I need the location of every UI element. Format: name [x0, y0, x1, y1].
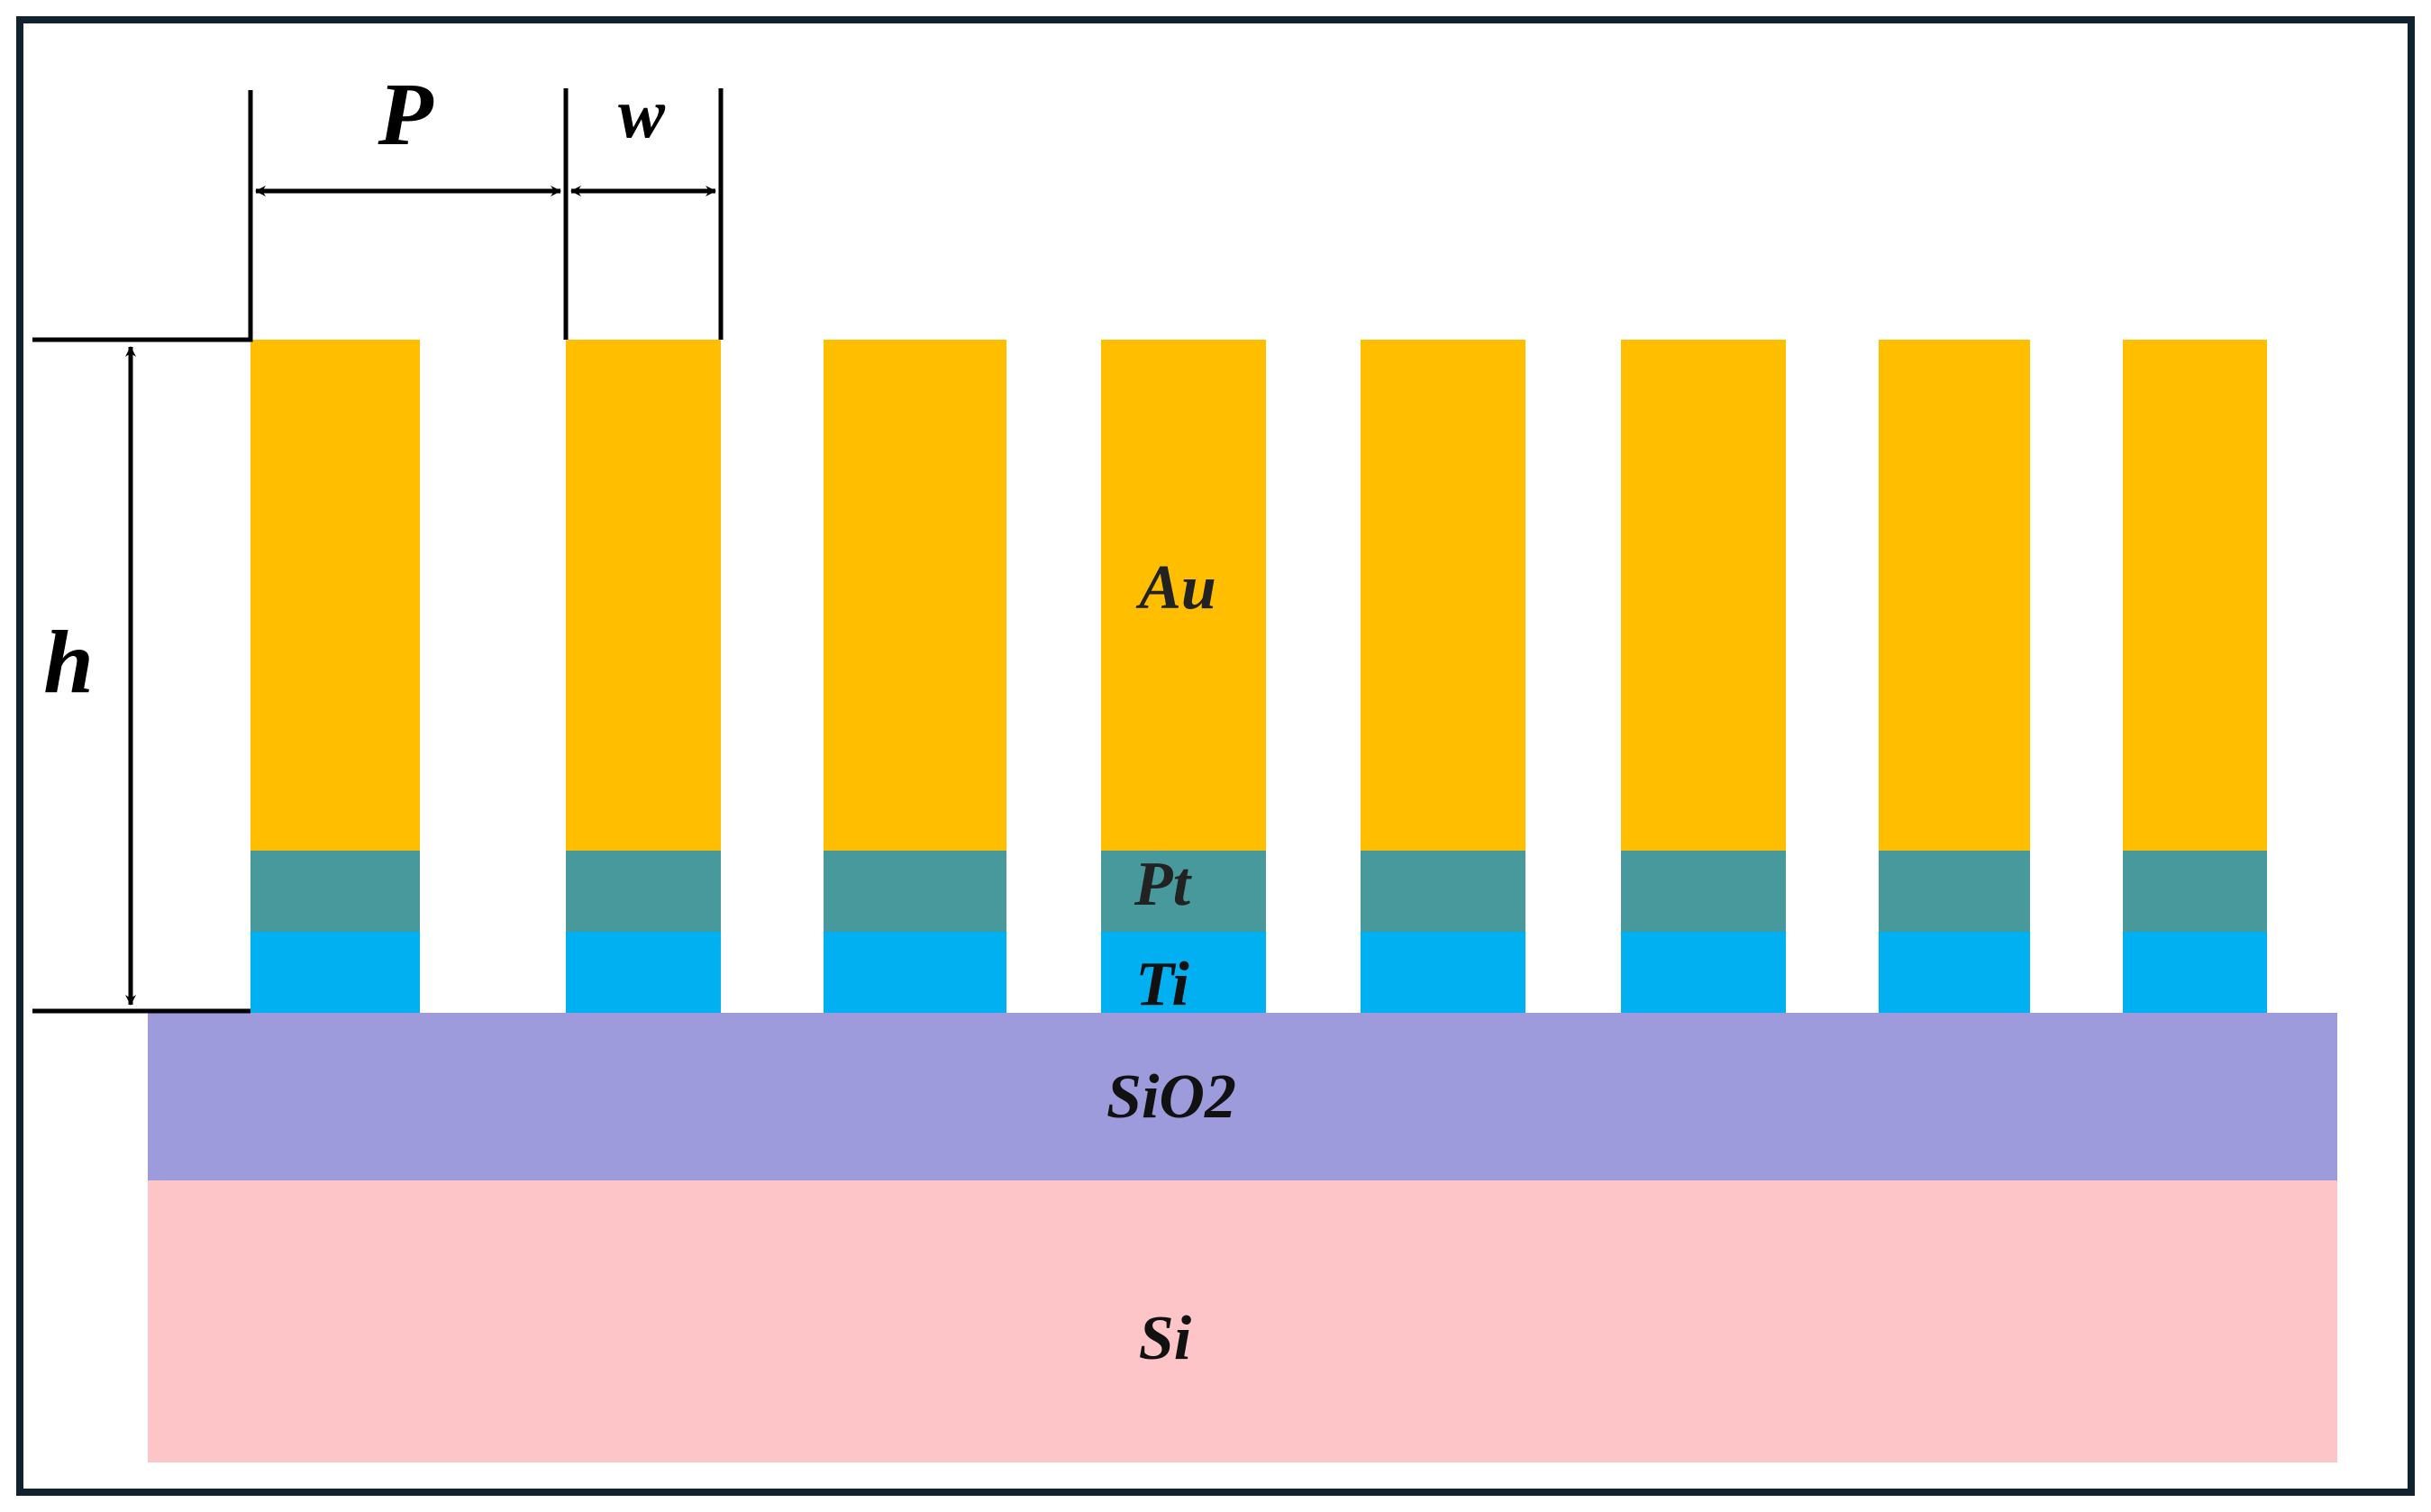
- ridge-4-pt-segment: [1101, 851, 1266, 932]
- ridge-8-pt-segment: [2123, 851, 2267, 932]
- grating-ridge-7: [1879, 340, 2030, 1013]
- sio2-layer: [148, 1013, 2337, 1180]
- ridge-6-ti-segment: [1621, 932, 1786, 1013]
- grating-ridges: [250, 340, 2267, 1013]
- height-top-leader: [32, 90, 253, 342]
- width-dimension: [570, 88, 724, 340]
- au-label: Au: [1135, 553, 1216, 623]
- period-label: P: [377, 64, 433, 164]
- ti-label: Ti: [1135, 950, 1189, 1019]
- ridge-4-ti-segment: [1101, 932, 1266, 1013]
- ridge-4-au-segment: [1101, 340, 1266, 851]
- period-dimension: [255, 88, 569, 340]
- grating-ridge-6: [1621, 340, 1786, 1013]
- ridge-3-pt-segment: [824, 851, 1006, 932]
- ridge-5-au-segment: [1361, 340, 1525, 851]
- grating-ridge-5: [1361, 340, 1525, 1013]
- ridge-1-pt-segment: [250, 851, 420, 932]
- ridge-2-au-segment: [566, 340, 721, 851]
- pt-label: Pt: [1134, 850, 1193, 919]
- ridge-3-ti-segment: [824, 932, 1006, 1013]
- grating-ridge-1: [250, 340, 420, 1013]
- si-label: Si: [1139, 1304, 1192, 1373]
- ridge-7-au-segment: [1879, 340, 2030, 851]
- grating-ridge-2: [566, 340, 721, 1013]
- height-label: h: [43, 612, 94, 712]
- width-label: w: [618, 74, 666, 152]
- ridge-7-ti-segment: [1879, 932, 2030, 1013]
- ridge-6-au-segment: [1621, 340, 1786, 851]
- ridge-5-pt-segment: [1361, 851, 1525, 932]
- ridge-6-pt-segment: [1621, 851, 1786, 932]
- grating-ridge-3: [824, 340, 1006, 1013]
- si-layer: [148, 1180, 2337, 1462]
- ridge-1-au-segment: [250, 340, 420, 851]
- ridge-2-pt-segment: [566, 851, 721, 932]
- ridge-5-ti-segment: [1361, 932, 1525, 1013]
- ridge-8-au-segment: [2123, 340, 2267, 851]
- height-dimension: [32, 90, 253, 1014]
- grating-ridge-8: [2123, 340, 2267, 1013]
- ridge-2-ti-segment: [566, 932, 721, 1013]
- ridge-3-au-segment: [824, 340, 1006, 851]
- grating-ridge-4: [1101, 340, 1266, 1013]
- ridge-8-ti-segment: [2123, 932, 2267, 1013]
- ridge-1-ti-segment: [250, 932, 420, 1013]
- sio2-label: SiO2: [1106, 1062, 1236, 1132]
- ridge-7-pt-segment: [1879, 851, 2030, 932]
